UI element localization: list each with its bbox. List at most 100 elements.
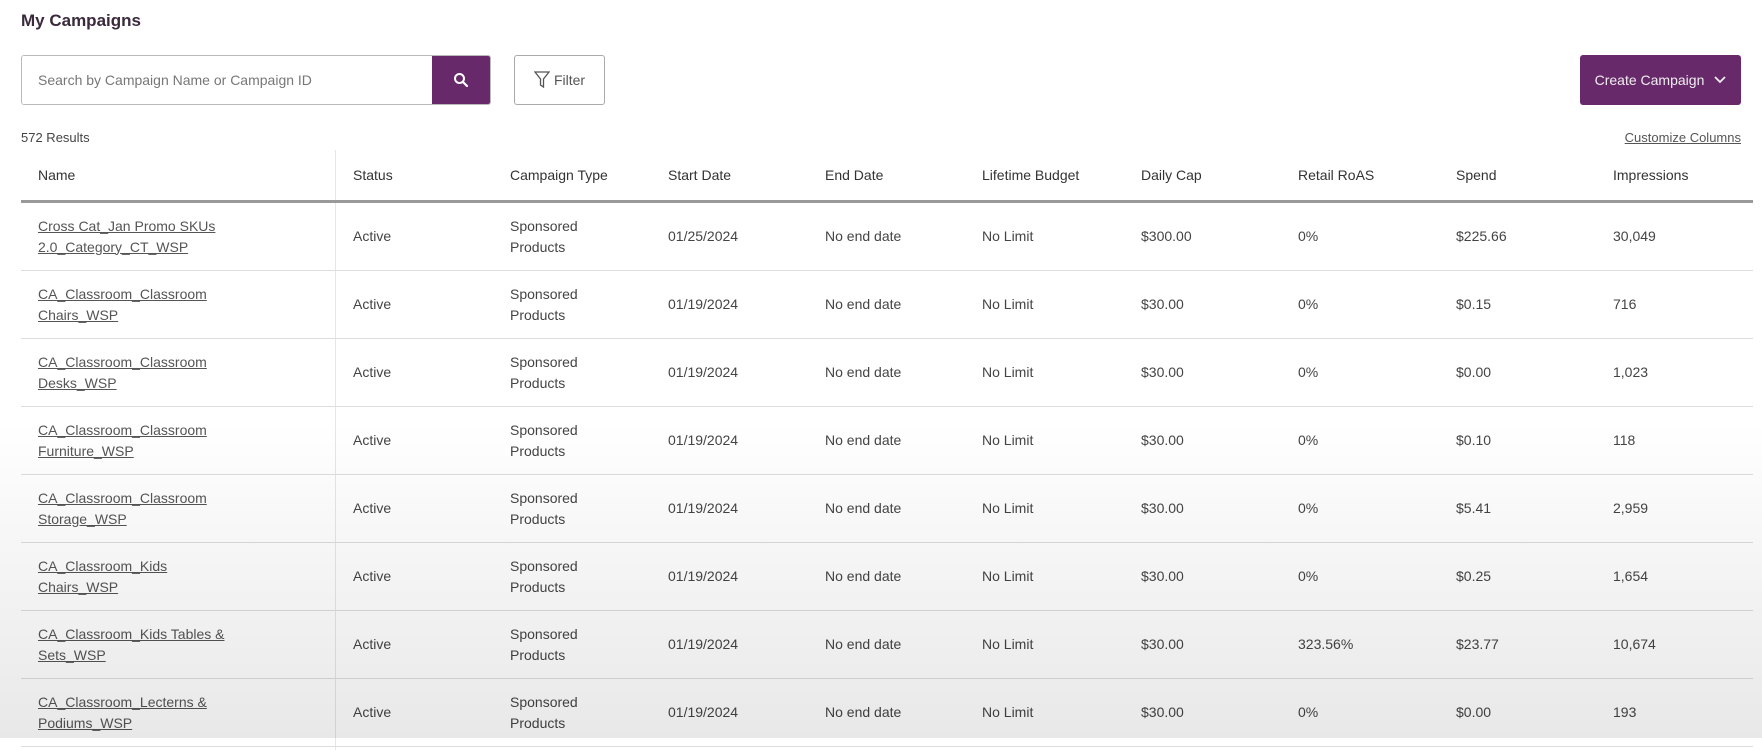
campaign-type-cell: Sponsored Products bbox=[510, 353, 578, 391]
start-date-cell: 01/19/2024 bbox=[668, 568, 739, 584]
spend-cell: $5.41 bbox=[1456, 500, 1492, 516]
table-row: CA_Classroom_Classroom Chairs_WSP Active S… bbox=[21, 271, 1753, 339]
start-date-cell: 01/19/2024 bbox=[668, 704, 739, 720]
daily-cap-cell: $30.00 bbox=[1141, 636, 1184, 652]
table-row: Cross Cat_Jan Promo SKUs 2.0_Category_CT… bbox=[21, 203, 1753, 271]
page-title: My Campaigns bbox=[21, 11, 141, 30]
status-cell: Active bbox=[353, 296, 392, 312]
retail-roas-cell: 0% bbox=[1298, 568, 1319, 584]
campaign-name-cell: CA_Classroom_Lecterns & Podiums_WSP bbox=[38, 679, 318, 746]
retail-roas-cell: 323.56% bbox=[1298, 636, 1354, 652]
campaign-name-link[interactable]: CA_Classroom_Classroom Storage_WSP bbox=[38, 489, 207, 527]
results-count: 572 Results bbox=[21, 130, 90, 145]
daily-cap-cell: $30.00 bbox=[1141, 500, 1184, 516]
column-header-status[interactable]: Status bbox=[353, 166, 393, 183]
column-header-daily-cap[interactable]: Daily Cap bbox=[1141, 166, 1202, 183]
retail-roas-cell: 0% bbox=[1298, 296, 1319, 312]
column-header-start-date[interactable]: Start Date bbox=[668, 166, 732, 183]
campaign-name-cell: CA_Classroom_Classroom Storage_WSP bbox=[38, 475, 318, 542]
search-input[interactable] bbox=[22, 56, 432, 104]
campaign-name-link[interactable]: CA_Classroom_Lecterns & Podiums_WSP bbox=[38, 693, 207, 731]
campaign-name-link[interactable]: CA_Classroom_Kids Tables & Sets_WSP bbox=[38, 625, 225, 663]
end-date-cell: No end date bbox=[825, 364, 902, 380]
start-date-cell: 01/19/2024 bbox=[668, 500, 739, 516]
end-date-cell: No end date bbox=[825, 704, 902, 720]
table-row: CA_Classroom_Kids Chairs_WSP Active Sponso… bbox=[21, 543, 1753, 611]
lifetime-budget-cell: No Limit bbox=[982, 704, 1034, 720]
retail-roas-cell: 0% bbox=[1298, 704, 1319, 720]
retail-roas-cell: 0% bbox=[1298, 432, 1319, 448]
status-cell: Active bbox=[353, 432, 392, 448]
start-date-cell: 01/25/2024 bbox=[668, 228, 739, 244]
filter-label: Filter bbox=[553, 72, 586, 88]
create-campaign-button[interactable]: Create Campaign bbox=[1580, 55, 1741, 105]
customize-columns-link[interactable]: Customize Columns bbox=[1624, 130, 1741, 145]
campaign-name-link[interactable]: CA_Classroom_Classroom Chairs_WSP bbox=[38, 285, 207, 323]
status-cell: Active bbox=[353, 704, 392, 720]
lifetime-budget-cell: No Limit bbox=[982, 296, 1034, 312]
search-button[interactable] bbox=[432, 56, 490, 104]
campaign-name-link[interactable]: CA_Classroom_Classroom Furniture_WSP bbox=[38, 421, 207, 459]
status-cell: Active bbox=[353, 636, 392, 652]
impressions-cell: 118 bbox=[1613, 432, 1636, 448]
end-date-cell: No end date bbox=[825, 432, 902, 448]
daily-cap-cell: $30.00 bbox=[1141, 432, 1184, 448]
status-cell: Active bbox=[353, 568, 392, 584]
spend-cell: $0.00 bbox=[1456, 364, 1492, 380]
table-row: CA_Classroom_Lecterns & Podiums_WSP Activ… bbox=[21, 679, 1753, 747]
campaign-name-cell: CA_Classroom_Classroom Furniture_WSP bbox=[38, 407, 318, 474]
end-date-cell: No end date bbox=[825, 568, 902, 584]
spend-cell: $0.25 bbox=[1456, 568, 1492, 584]
spend-cell: $0.10 bbox=[1456, 432, 1492, 448]
campaign-type-cell: Sponsored Products bbox=[510, 217, 578, 255]
spend-cell: $23.77 bbox=[1456, 636, 1499, 652]
column-header-impressions[interactable]: Impressions bbox=[1613, 166, 1689, 183]
column-header-end-date[interactable]: End Date bbox=[825, 166, 884, 183]
impressions-cell: 1,654 bbox=[1613, 568, 1649, 584]
end-date-cell: No end date bbox=[825, 228, 902, 244]
campaigns-table: Name Status Campaign Type Start Date End Dat… bbox=[21, 150, 1753, 750]
column-header-lifetime-budget[interactable]: Lifetime Budget bbox=[982, 166, 1080, 183]
campaign-name-link[interactable]: CA_Classroom_Kids Chairs_WSP bbox=[38, 557, 168, 595]
column-header-retail-roas[interactable]: Retail RoAS bbox=[1298, 166, 1375, 183]
column-header-campaign-type[interactable]: Campaign Type bbox=[510, 166, 608, 183]
column-header-spend[interactable]: Spend bbox=[1456, 166, 1497, 183]
campaign-name-link[interactable]: CA_Classroom_Classroom Desks_WSP bbox=[38, 353, 207, 391]
impressions-cell: 1,023 bbox=[1613, 364, 1649, 380]
campaign-name-cell: CA_Classroom_Kids Chairs_WSP bbox=[38, 543, 318, 610]
campaign-type-cell: Sponsored Products bbox=[510, 421, 578, 459]
status-cell: Active bbox=[353, 364, 392, 380]
table-row: CA_Classroom_Classroom Storage_WSP Active… bbox=[21, 475, 1753, 543]
column-header-name[interactable]: Name bbox=[38, 166, 76, 183]
spend-cell: $0.00 bbox=[1456, 704, 1492, 720]
search-bar bbox=[21, 55, 491, 105]
daily-cap-cell: $30.00 bbox=[1141, 296, 1184, 312]
daily-cap-cell: $30.00 bbox=[1141, 364, 1184, 380]
end-date-cell: No end date bbox=[825, 296, 902, 312]
impressions-cell: 30,049 bbox=[1613, 228, 1656, 244]
retail-roas-cell: 0% bbox=[1298, 500, 1319, 516]
chevron-down-icon bbox=[1714, 76, 1726, 84]
lifetime-budget-cell: No Limit bbox=[982, 364, 1034, 380]
table-row: CA_Classroom_Kids Tables & Sets_WSP Activ… bbox=[21, 611, 1753, 679]
campaign-name-cell: CA_Classroom_Classroom Chairs_WSP bbox=[38, 271, 318, 338]
daily-cap-cell: $30.00 bbox=[1141, 704, 1184, 720]
campaign-type-cell: Sponsored Products bbox=[510, 285, 578, 323]
impressions-cell: 716 bbox=[1613, 296, 1637, 312]
column-divider bbox=[335, 150, 336, 750]
table-row: CA_Classroom_Classroom Desks_WSP Active Sp… bbox=[21, 339, 1753, 407]
campaign-type-cell: Sponsored Products bbox=[510, 625, 578, 663]
filter-button[interactable]: Filter bbox=[514, 55, 605, 105]
status-cell: Active bbox=[353, 500, 392, 516]
campaign-type-cell: Sponsored Products bbox=[510, 693, 578, 731]
search-icon bbox=[454, 73, 469, 88]
retail-roas-cell: 0% bbox=[1298, 364, 1319, 380]
impressions-cell: 2,959 bbox=[1613, 500, 1649, 516]
campaign-name-link[interactable]: Cross Cat_Jan Promo SKUs 2.0_Category_CT… bbox=[38, 217, 216, 255]
lifetime-budget-cell: No Limit bbox=[982, 568, 1034, 584]
campaign-name-cell: Cross Cat_Jan Promo SKUs 2.0_Category_CT… bbox=[38, 203, 318, 270]
campaign-name-cell: CA_Classroom_Classroom Desks_WSP bbox=[38, 339, 318, 406]
daily-cap-cell: $30.00 bbox=[1141, 568, 1184, 584]
filter-icon bbox=[533, 71, 550, 89]
status-cell: Active bbox=[353, 228, 392, 244]
